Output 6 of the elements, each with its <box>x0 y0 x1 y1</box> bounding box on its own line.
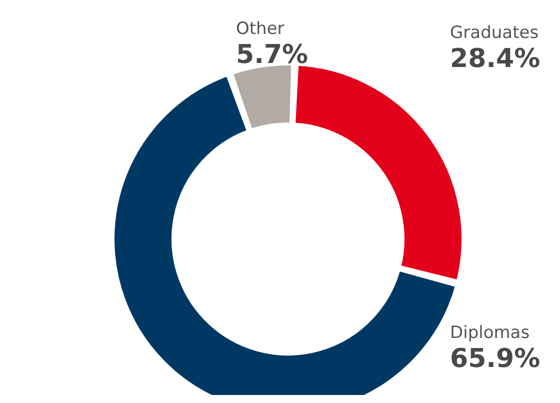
data-label: 65.9% <box>450 344 540 374</box>
data-label: 5.7% <box>236 40 308 70</box>
slice-label: Other <box>236 19 284 39</box>
slice-label: Diplomas <box>450 323 530 343</box>
data-label: 28.4% <box>450 44 540 74</box>
slice-label: Graduates <box>450 23 539 43</box>
